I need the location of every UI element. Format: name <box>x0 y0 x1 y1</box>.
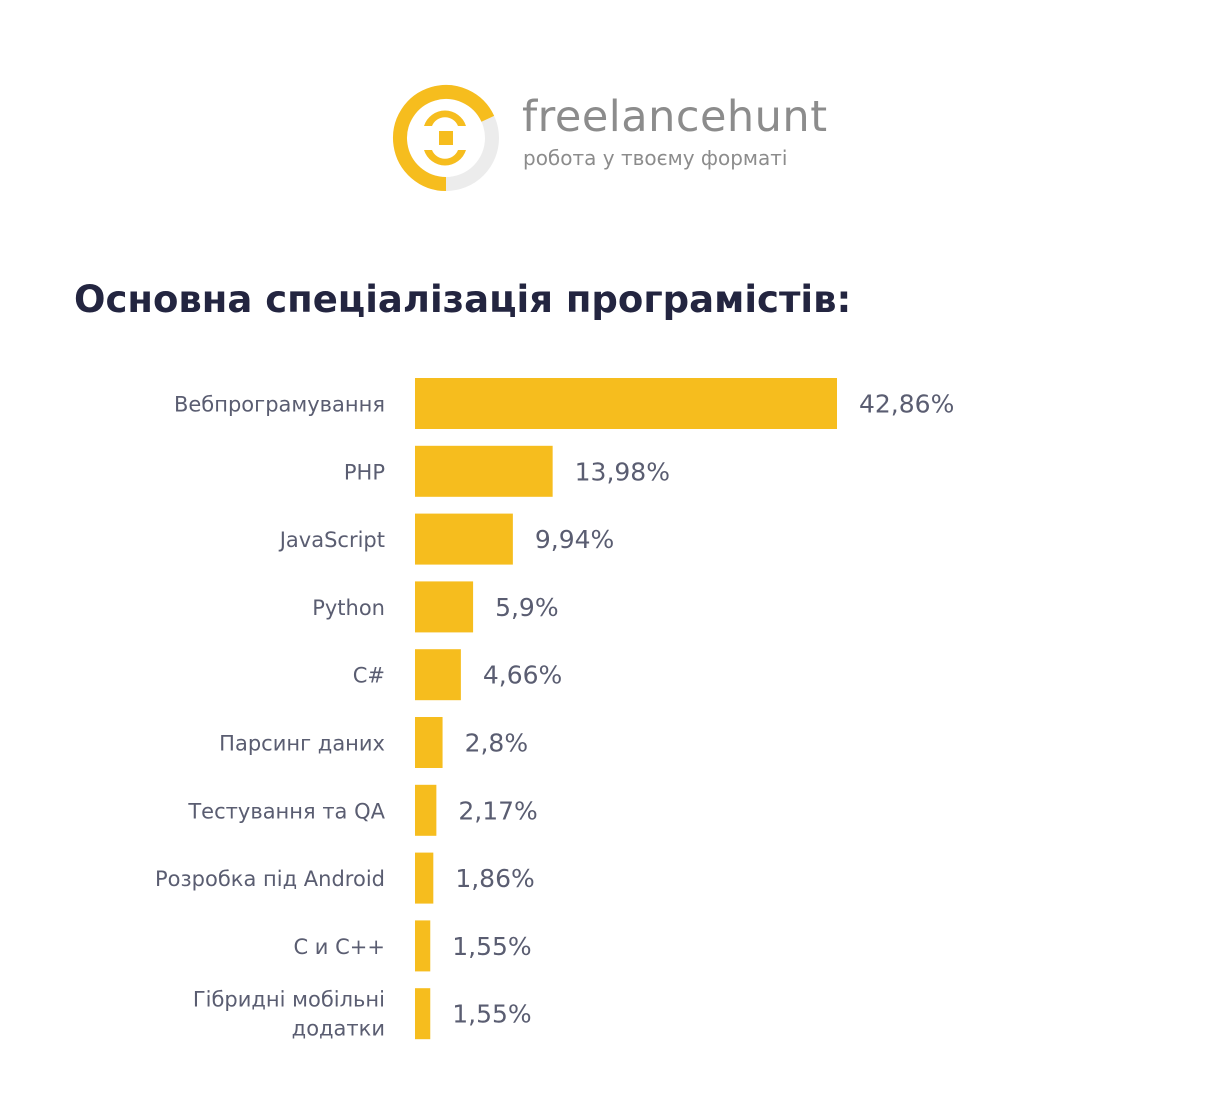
bar <box>415 649 461 701</box>
category-label: Тестування та QA <box>187 799 385 823</box>
category-label: PHP <box>344 460 385 484</box>
category-label: C# <box>353 664 385 688</box>
bar <box>415 852 434 904</box>
value-label: 1,86% <box>455 864 534 893</box>
value-label: 13,98% <box>575 457 670 486</box>
value-label: 1,55% <box>452 932 531 961</box>
value-label: 1,55% <box>452 1000 531 1029</box>
bar <box>415 784 437 836</box>
value-label: 5,9% <box>495 593 559 622</box>
bar <box>415 717 443 768</box>
bar <box>415 513 513 565</box>
category-label: JavaScript <box>278 528 385 552</box>
category-label: Python <box>312 596 385 620</box>
category-label: Парсинг даних <box>219 732 385 756</box>
category-label: Розробка під Android <box>155 867 385 891</box>
page-title: Основна спеціалізація програмістів: <box>74 278 852 321</box>
bar <box>415 445 553 497</box>
value-label: 2,8% <box>465 729 529 758</box>
value-label: 9,94% <box>535 525 614 554</box>
bar <box>415 920 431 972</box>
category-label: Гібридні мобільні додатки <box>193 988 385 1041</box>
bar <box>415 378 837 429</box>
value-label: 42,86% <box>859 390 954 419</box>
brand-tagline: робота у твоєму форматі <box>523 146 788 170</box>
value-label: 4,66% <box>483 661 562 690</box>
bar <box>415 581 474 633</box>
brand-logo: freelancehunt робота у твоєму форматі <box>390 82 850 198</box>
bar <box>415 988 431 1040</box>
category-label: C и C++ <box>293 935 385 959</box>
category-label: Вебпрограмування <box>174 393 385 417</box>
freelancehunt-logo-icon <box>393 85 499 191</box>
value-label: 2,17% <box>458 796 537 825</box>
brand-name: freelancehunt <box>522 92 828 142</box>
